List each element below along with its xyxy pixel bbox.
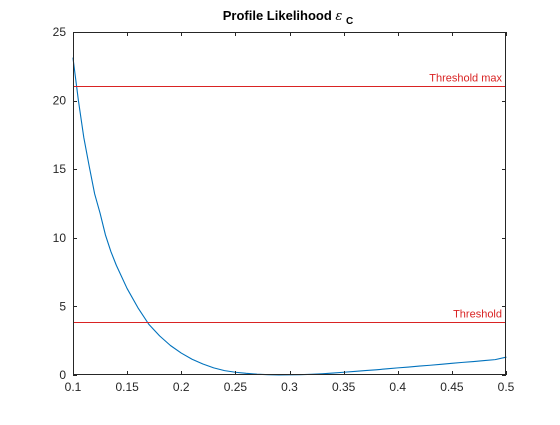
x-tick-label: 0.2 (173, 380, 190, 394)
chart-title-symbol: ε (335, 9, 342, 24)
axes-box (73, 32, 506, 375)
reference-label-threshold: Threshold (453, 309, 502, 321)
y-tick-label: 10 (53, 231, 67, 245)
x-tick-label: 0.3 (281, 380, 298, 394)
chart-title-subscript: C (346, 16, 353, 27)
x-tick-label: 0.1 (65, 380, 82, 394)
axes-layer: 0.1 0.15 0.2 0.25 0.3 0.35 0.4 0.45 0.5 0 5 10 15 20 2… (53, 25, 515, 394)
x-tick-label: 0.35 (332, 380, 356, 394)
reference-lines-layer: Threshold max Threshold (73, 73, 506, 323)
x-tick-label: 0.4 (389, 380, 406, 394)
y-tick-label: 15 (53, 162, 67, 176)
x-tick-label: 0.45 (440, 380, 464, 394)
reference-label-threshold_max: Threshold max (429, 73, 502, 85)
x-tick-label: 0.5 (498, 380, 515, 394)
chart-title-main: Profile Likelihood (223, 8, 336, 23)
y-tick-label: 25 (53, 25, 67, 39)
y-tick-label: 5 (59, 299, 66, 313)
x-tick-label: 0.15 (115, 380, 139, 394)
chart-title: Profile Likelihood ε C (223, 8, 354, 27)
y-tick-label: 0 (59, 368, 66, 382)
x-tick-label: 0.25 (224, 380, 248, 394)
y-tick-label: 20 (53, 94, 67, 108)
